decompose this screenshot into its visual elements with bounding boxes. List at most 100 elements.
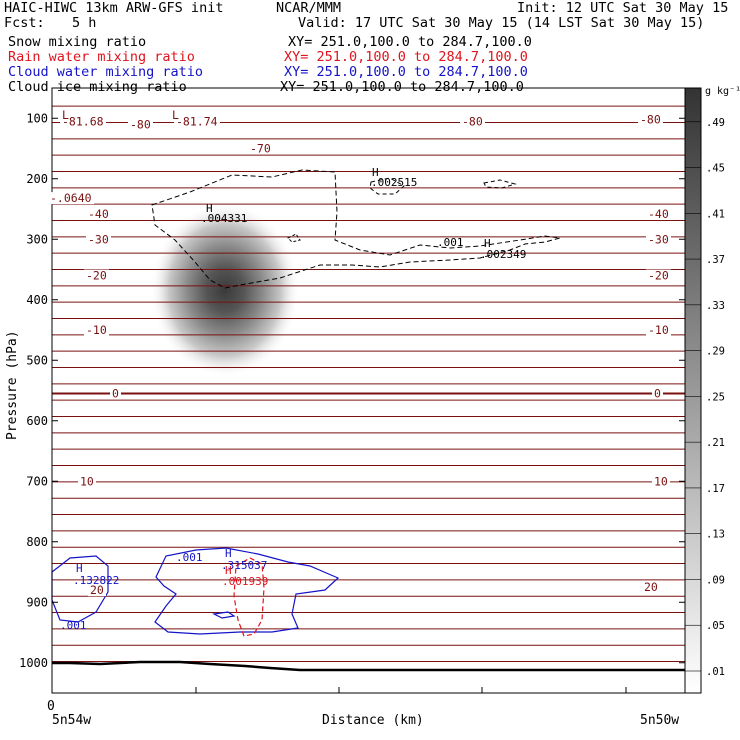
y-tick-label: 700 [26,474,48,488]
y-tick-label: 600 [26,414,48,428]
cloud-water-max-h-2: H [225,547,232,560]
temperature-contour-label: -70 [250,142,271,156]
field-xy-rain: XY= 251.0,100.0 to 284.7,100.0 [284,49,528,65]
field-xy-cloud-water: XY= 251.0,100.0 to 284.7,100.0 [284,64,528,80]
rain-max-h: H [225,564,232,577]
cloud-ice-max-value-2: .002515 [371,176,417,189]
cloud-water-contour-left [51,555,109,623]
cloud-water-max-value-1: .132822 [73,574,119,587]
forecast-hours: 5 h [72,15,97,31]
temperature-contour-label: -30 [88,232,109,246]
x-right-label: 5n50w [640,713,679,728]
colorbar-level-label: .25 [706,391,725,403]
temperature-contour-label: -81.68 [62,114,104,128]
x-axis-ticks [195,687,627,693]
colorbar-gradient [684,87,702,694]
temperature-contour-labels: -81.68 -80 -81.74 -80 -80 -70 -.0640 -40 -40 -30 -… [48,108,671,597]
y-tick-label: 100 [26,111,48,125]
cloud-water-max-value-2: .315037 [221,559,267,572]
cloud-water-contour-label-2: .001 [60,619,87,632]
y-tick-label: 400 [26,293,48,307]
temperature-contour-label: 0 [654,387,661,401]
terrain-surface-line [52,660,685,672]
cloud-ice-contour-label: .001 [437,236,464,249]
contour-label-bg [86,233,111,246]
colorbar-level-label: .33 [706,300,725,312]
colorbar-level-label: .41 [706,208,725,220]
colorbar-level-label: .37 [706,254,725,266]
temperature-contour-label: 10 [80,474,94,488]
field-xy-cloud-ice: XY= 251.0,100.0 to 284.7,100.0 [280,79,524,95]
colorbar-level-label: .49 [706,117,725,129]
colorbar-level-label: .29 [706,346,725,358]
colorbar-level-label: .21 [706,437,725,449]
contour-label-bg [646,269,671,282]
field-name-snow: Snow mixing ratio [8,34,147,50]
contour-label-bg [86,207,111,220]
field-name-cloud-ice: Cloud ice mixing ratio [8,79,187,95]
rain-max-value: .001939 [222,575,268,588]
temperature-low-marker: L [172,108,179,122]
temperature-contour-label: -80 [462,114,483,128]
init-time: Init: 12 UTC Sat 30 May 15 [517,0,729,16]
x-left-label: 5n54w [52,713,91,728]
temperature-contours [52,105,685,663]
field-name-rain: Rain water mixing ratio [8,49,195,65]
contour-label-bg [128,118,153,131]
contour-label-bg [646,324,671,336]
contour-label-bg [652,387,663,400]
cloud-ice-max-h-2: H [372,166,379,179]
cloud-water-annotations: H .132822 H .315037 .001 .001 [60,547,267,632]
temperature-contour-label: -81.74 [176,114,218,128]
contour-label-bg [646,207,671,220]
cloud-water-contour-center [154,547,340,635]
temperature-contour-label: 10 [654,474,668,488]
x-axis-title: Distance (km) [322,713,424,728]
colorbar-level-label: .45 [706,163,725,175]
temperature-contour-label: -80 [640,112,661,126]
model-title: HAIC-HIWC 13km ARW-GFS init [4,0,224,16]
cloud-ice-max-h-1: H [206,202,213,215]
colorbar-labels: .01 .05 .09 .13 .17 .21 .25 .29 .33 .37 .41 .45 .49 [685,117,725,678]
y-axis-title: Pressure (hPa) [5,330,20,440]
y-tick-label: 800 [26,535,48,549]
y-tick-label: 200 [26,172,48,186]
colorbar-level-label: .01 [706,666,725,678]
rain-annotations: H .001939 [222,564,268,588]
cloud-water-max-h-1: H [76,562,83,575]
cloud-ice-max-h-3: H [484,237,491,250]
contour-label-bg [78,475,96,488]
temperature-contour-label: -40 [88,207,109,221]
org-label: NCAR/MMM [276,0,342,16]
field-name-cloud-water: Cloud water mixing ratio [8,64,204,80]
x-origin-label: 0 [47,699,55,714]
plot-frame [51,87,686,694]
field-xy-snow: XY= 251.0,100.0 to 284.7,100.0 [288,34,532,50]
forecast-label: Fcst: [4,15,45,31]
contour-label-bg [84,324,109,336]
snow-mixing-ratio-shading [150,202,300,378]
temperature-contour-label: -30 [648,232,669,246]
y-tick-label: 1000 [19,656,48,670]
contour-label-bg [638,113,663,126]
cloud-ice-contour-main [151,169,561,289]
temperature-low-marker: L [62,108,69,122]
colorbar-level-label: .05 [706,620,725,632]
temperature-contour-label: -.0640 [50,191,92,205]
cloud-ice-max-value-3: .002349 [480,248,526,261]
colorbar-level-label: .13 [706,529,725,541]
y-tick-label: 500 [26,353,48,367]
contour-label-bg [652,475,670,488]
contour-label-bg [84,269,109,282]
cloud-water-contour-inner [212,611,236,619]
contour-label-bg [88,584,106,597]
cloud-water-contour-label-1: .001 [176,551,203,564]
contour-label-bg [642,581,660,594]
colorbar-level-label: .09 [706,574,725,586]
temperature-contour-label: -80 [130,117,151,131]
temperature-contour-label: -20 [86,269,107,283]
contour-label-bg [174,115,220,128]
contour-label-bg [460,115,485,128]
